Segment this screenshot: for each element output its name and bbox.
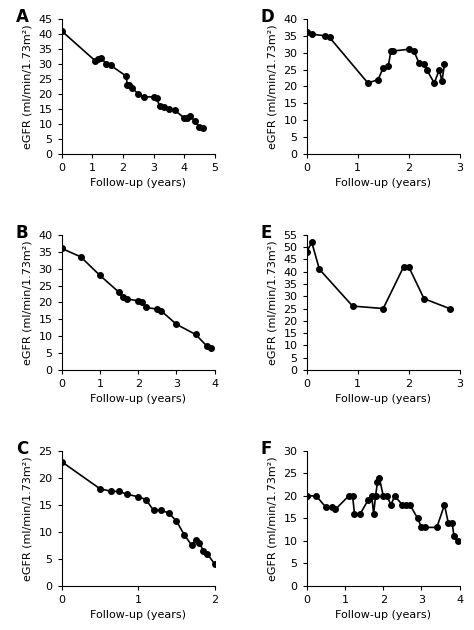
X-axis label: Follow-up (years): Follow-up (years): [90, 610, 186, 621]
Text: F: F: [261, 440, 272, 458]
Text: A: A: [16, 8, 28, 26]
Y-axis label: eGFR (ml/min/1.73m²): eGFR (ml/min/1.73m²): [23, 240, 33, 365]
Text: B: B: [16, 224, 28, 242]
Text: D: D: [261, 8, 274, 26]
X-axis label: Follow-up (years): Follow-up (years): [335, 610, 431, 621]
X-axis label: Follow-up (years): Follow-up (years): [335, 178, 431, 188]
Y-axis label: eGFR (ml/min/1.73m²): eGFR (ml/min/1.73m²): [23, 24, 33, 149]
Text: C: C: [16, 440, 28, 458]
Y-axis label: eGFR (ml/min/1.73m²): eGFR (ml/min/1.73m²): [23, 456, 33, 581]
Text: E: E: [261, 224, 272, 242]
X-axis label: Follow-up (years): Follow-up (years): [90, 394, 186, 404]
Y-axis label: eGFR (ml/min/1.73m²): eGFR (ml/min/1.73m²): [268, 240, 278, 365]
X-axis label: Follow-up (years): Follow-up (years): [335, 394, 431, 404]
Y-axis label: eGFR (ml/min/1.73m²): eGFR (ml/min/1.73m²): [268, 456, 278, 581]
X-axis label: Follow-up (years): Follow-up (years): [90, 178, 186, 188]
Y-axis label: eGFR (ml/min/1.73m²): eGFR (ml/min/1.73m²): [268, 24, 278, 149]
